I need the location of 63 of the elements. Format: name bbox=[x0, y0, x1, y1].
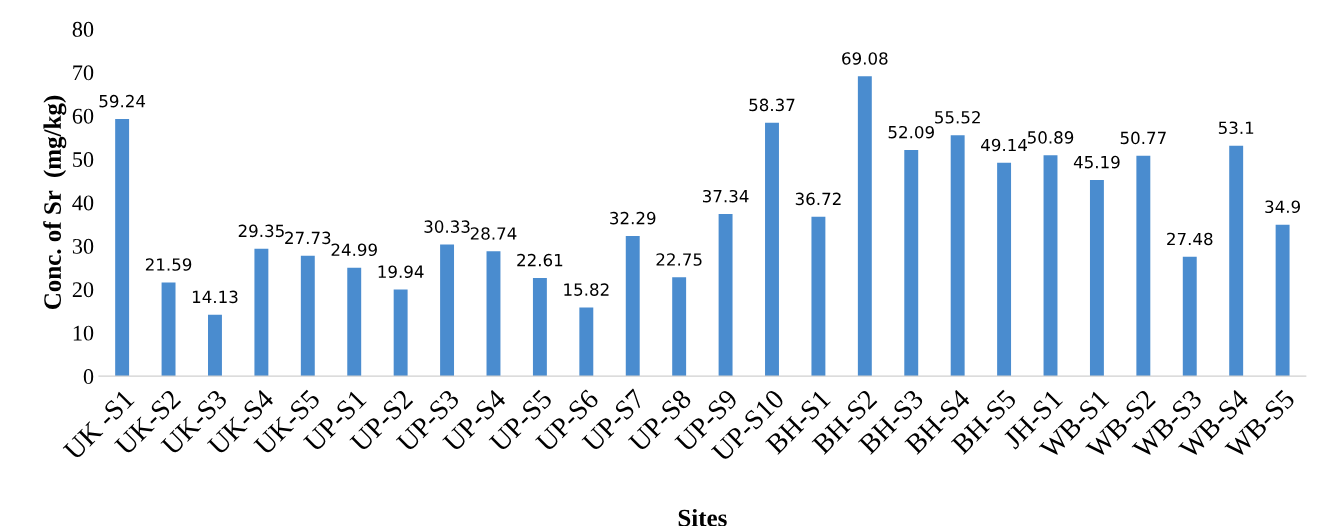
y-tick-label: 50 bbox=[73, 152, 94, 168]
bar bbox=[208, 314, 222, 377]
data-label: 29.35 bbox=[238, 224, 284, 238]
data-label: 22.75 bbox=[656, 253, 702, 266]
data-label: 27.73 bbox=[285, 231, 331, 245]
bar bbox=[1043, 155, 1058, 377]
data-label: 52.09 bbox=[888, 125, 934, 139]
data-label: 19.94 bbox=[378, 265, 424, 278]
bar bbox=[1136, 155, 1151, 377]
data-label: 22.61 bbox=[517, 253, 563, 267]
data-label: 28.74 bbox=[470, 227, 517, 240]
bar bbox=[904, 150, 919, 377]
y-tick-label: 60 bbox=[72, 108, 94, 124]
y-tick-label: 70 bbox=[73, 65, 94, 81]
data-label: 50.77 bbox=[1120, 131, 1166, 145]
bar bbox=[857, 76, 872, 377]
bar bbox=[161, 282, 176, 377]
y-tick-label: 30 bbox=[72, 238, 94, 254]
bar bbox=[1229, 145, 1244, 377]
data-label: 24.99 bbox=[331, 243, 377, 257]
bar bbox=[393, 289, 408, 377]
data-label: 58.37 bbox=[749, 98, 795, 112]
data-label: 14.13 bbox=[192, 290, 238, 304]
bar bbox=[532, 277, 547, 377]
y-axis-title: Conc. of Sr (mg/kg) bbox=[43, 95, 67, 310]
data-label: 27.48 bbox=[1167, 232, 1213, 246]
bar bbox=[1182, 256, 1197, 377]
data-label: 45.19 bbox=[1073, 155, 1120, 169]
data-label: 59.24 bbox=[99, 94, 146, 108]
data-label: 15.82 bbox=[564, 283, 609, 296]
y-tick-label: 20 bbox=[72, 282, 94, 298]
bar bbox=[300, 255, 315, 377]
bar bbox=[347, 267, 362, 377]
bar bbox=[625, 235, 640, 377]
data-label: 50.89 bbox=[1027, 131, 1074, 144]
data-label: 37.34 bbox=[702, 189, 749, 203]
bar bbox=[1275, 224, 1290, 377]
data-label: 69.08 bbox=[842, 52, 888, 65]
bar bbox=[579, 307, 594, 377]
data-label: 49.14 bbox=[981, 138, 1028, 152]
data-label: 53.1 bbox=[1218, 121, 1254, 135]
bar bbox=[672, 277, 687, 377]
bar bbox=[1089, 179, 1104, 377]
bar bbox=[950, 135, 965, 377]
data-label: 36.72 bbox=[795, 192, 841, 206]
y-tick-label: 80 bbox=[72, 21, 94, 37]
data-label: 32.29 bbox=[610, 211, 656, 225]
bar bbox=[115, 119, 130, 377]
bar bbox=[254, 248, 269, 377]
data-label: 21.59 bbox=[145, 258, 192, 271]
x-axis-title: Sites bbox=[678, 508, 727, 526]
data-label: 30.33 bbox=[424, 220, 470, 233]
bar bbox=[440, 244, 455, 377]
y-tick-label: 0 bbox=[83, 369, 94, 385]
y-tick-label: 10 bbox=[73, 325, 94, 341]
bar bbox=[997, 162, 1012, 377]
bar bbox=[765, 122, 779, 377]
data-label: 55.52 bbox=[935, 110, 980, 124]
bar bbox=[811, 216, 826, 377]
bar bbox=[718, 214, 733, 377]
y-tick-label: 40 bbox=[72, 195, 94, 211]
bar bbox=[486, 251, 501, 377]
data-label: 34.9 bbox=[1265, 200, 1300, 214]
